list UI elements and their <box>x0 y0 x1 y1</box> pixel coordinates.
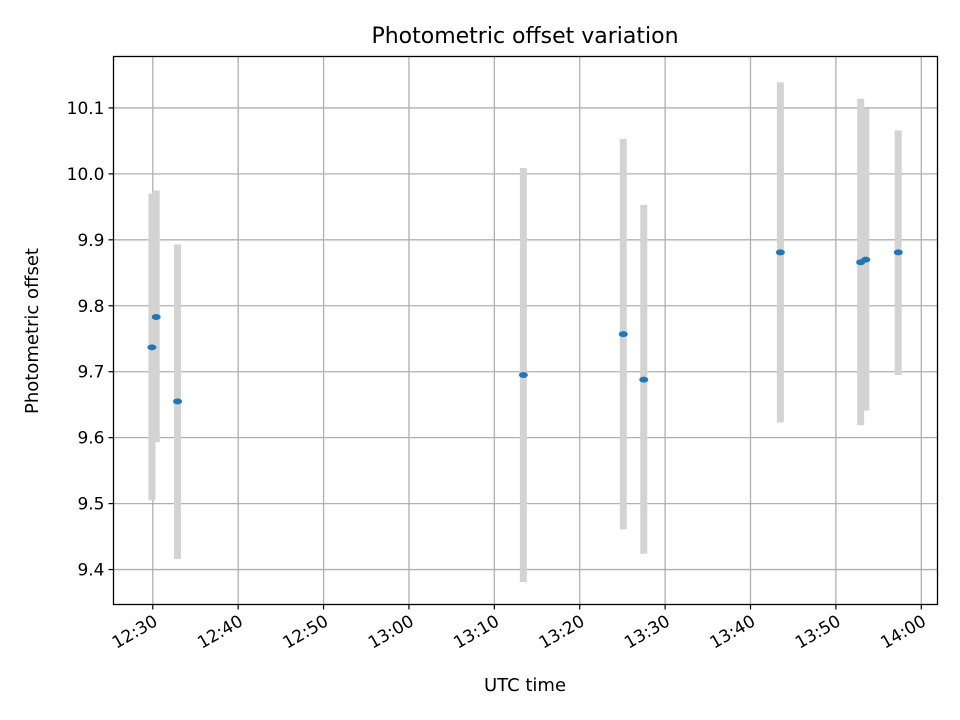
data-point <box>893 249 903 256</box>
y-axis-label: Photometric offset <box>22 248 43 414</box>
x-axis-label: UTC time <box>484 675 566 696</box>
data-point <box>147 344 157 351</box>
y-tick-label: 9.9 <box>77 231 104 251</box>
data-point <box>151 313 161 320</box>
data-point <box>861 256 871 263</box>
y-tick-label: 9.8 <box>77 297 104 317</box>
data-point <box>518 372 528 379</box>
y-tick-label: 9.4 <box>77 561 104 581</box>
y-axis: 9.4 9.5 9.6 9.7 9.8 9.9 10.0 10.1 <box>67 99 114 581</box>
y-tick-label: 9.6 <box>77 429 104 449</box>
y-tick-label: 9.7 <box>77 363 104 383</box>
y-tick-label: 10.1 <box>67 99 105 119</box>
plot-frame <box>112 55 939 606</box>
chart-title: Photometric offset variation <box>371 24 678 49</box>
data-point <box>618 331 628 338</box>
data-points <box>147 249 903 405</box>
data-point <box>775 249 785 256</box>
data-point <box>173 398 183 405</box>
y-tick-label: 10.0 <box>67 165 105 185</box>
y-tick-label: 9.5 <box>77 495 104 515</box>
data-point <box>639 376 649 383</box>
